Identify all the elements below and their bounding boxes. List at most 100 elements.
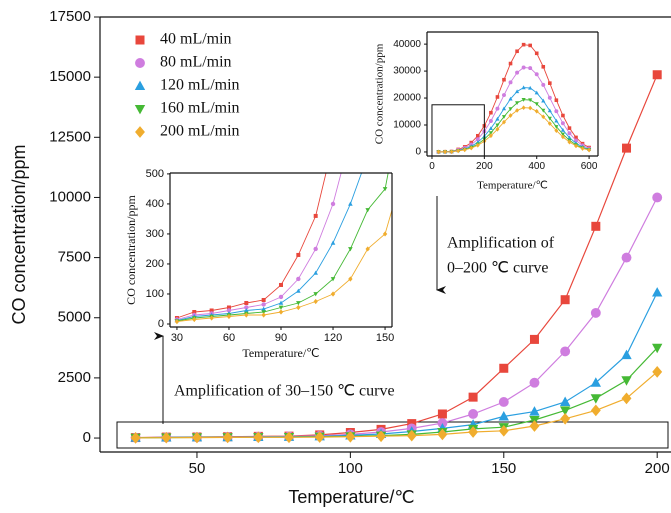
y-tick-label: 500 [146,168,164,180]
marker [508,80,513,85]
marker [279,282,283,287]
marker [521,65,526,70]
series-group [436,42,592,155]
marker [561,113,565,118]
series-line [176,173,342,320]
marker [554,109,559,114]
marker [226,305,231,310]
marker [226,308,232,313]
marker [521,98,526,102]
marker [502,93,506,98]
marker [547,121,552,126]
marker [468,392,478,402]
marker [529,406,540,416]
y-tick-label: 20000 [393,93,421,104]
y-tick-label: 5000 [58,309,91,326]
x-tick-label: 400 [528,161,545,172]
marker [261,297,266,302]
marker [192,316,197,323]
marker [652,70,662,80]
x-axis-label: Temperature/℃ [242,346,319,360]
marker [554,125,559,129]
marker [330,240,336,245]
y-tick-label: 0 [415,147,421,158]
marker [515,101,520,106]
marker [541,82,546,87]
marker [515,70,520,75]
marker [547,116,552,121]
marker [161,431,172,444]
marker [567,135,572,140]
marker [560,134,565,140]
marker [495,106,500,111]
marker [534,90,539,95]
marker [534,51,539,56]
y-tick-label: 300 [146,228,164,240]
marker [529,334,539,344]
marker [521,105,526,111]
zoom-box [116,421,669,449]
marker [590,394,602,404]
marker [436,149,441,155]
marker [400,171,404,176]
marker [365,208,371,213]
marker [574,135,578,140]
marker [528,85,533,90]
marker [209,308,214,313]
marker [590,404,601,417]
marker [547,95,552,100]
marker [313,298,318,305]
y-tick-label: 400 [146,198,164,210]
marker [508,96,513,101]
marker [534,102,539,107]
marker [437,409,447,419]
marker [652,192,663,203]
marker [476,133,480,138]
marker [529,377,540,388]
x-tick-label: 150 [376,332,394,344]
marker [244,305,249,310]
marker [534,72,539,77]
marker [174,318,180,325]
marker [348,201,353,206]
marker [376,430,387,443]
marker [261,312,266,318]
y-tick-label: 100 [146,288,164,300]
marker [209,315,214,321]
plot-bg [427,32,598,156]
marker [278,300,284,305]
marker [244,300,249,305]
marker [548,81,552,85]
y-tick-label: 200 [146,258,164,270]
legend-label: 160 mL/min [160,100,240,117]
x-tick-label: 120 [324,332,342,344]
marker [622,143,632,153]
x-axis-label: Temperature/℃ [288,487,414,507]
marker [560,346,571,357]
marker [135,35,145,45]
marker [261,302,266,307]
marker [284,431,294,444]
marker [495,126,500,132]
marker [591,221,601,231]
legend-label: 40 mL/min [160,31,232,48]
y-tick-label: 40000 [393,39,421,50]
x-tick-label: 60 [223,332,235,344]
marker [468,409,479,419]
y-tick-label: 10000 [393,120,421,131]
marker [498,424,509,437]
series-line [176,208,392,323]
marker [222,431,233,444]
x-tick-label: 50 [189,460,206,477]
marker [382,187,388,192]
annotation: Amplification of [447,235,555,252]
marker [296,288,301,293]
marker [501,115,507,119]
marker [652,366,663,378]
marker [567,131,572,136]
marker [554,98,559,102]
marker [547,108,552,113]
marker [521,85,526,90]
marker [488,119,493,124]
legend-label: 200 mL/min [160,123,240,140]
